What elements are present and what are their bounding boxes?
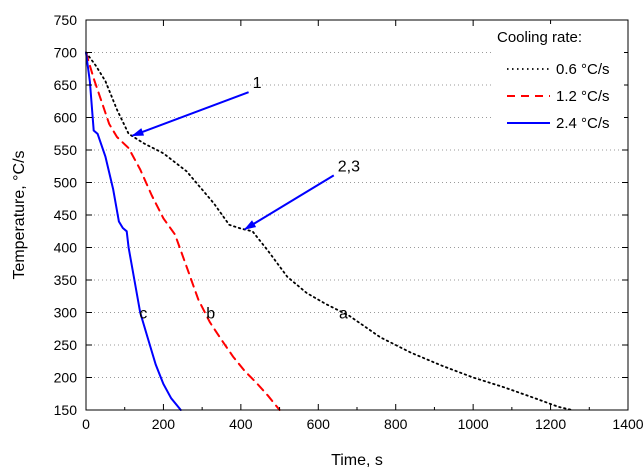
y-tick-label: 500 [54, 175, 78, 191]
y-tick-label: 250 [54, 337, 78, 353]
x-axis: 0 200 400 600 800 1000 1200 1400 [82, 20, 644, 432]
y-tick-label: 300 [54, 305, 78, 321]
x-tick-label: 0 [82, 416, 90, 432]
x-tick-label: 600 [307, 416, 331, 432]
legend-title: Cooling rate: [497, 29, 582, 46]
x-tick-label: 1200 [535, 416, 566, 432]
curve-label-b: b [206, 306, 215, 323]
x-axis-title: Time, s [331, 452, 383, 469]
x-tick-label: 1000 [458, 416, 489, 432]
y-tick-label: 600 [54, 110, 78, 126]
annotations: 12,3 [131, 75, 360, 231]
curve-label-c: c [139, 306, 147, 323]
y-tick-label: 400 [54, 240, 78, 256]
annotation-label: 2,3 [338, 158, 360, 175]
y-tick-label: 350 [54, 272, 78, 288]
legend: Cooling rate: 0.6 °C/s 1.2 °C/s 2.4 °C/s [492, 24, 624, 134]
series-line-b [85, 51, 281, 411]
legend-entry-label: 1.2 °C/s [556, 88, 610, 105]
y-tick-label: 200 [54, 370, 78, 386]
y-tick-label: 550 [54, 142, 78, 158]
annotation-label: 1 [253, 75, 262, 92]
y-tick-label: 700 [54, 45, 78, 61]
series-line-a [85, 51, 573, 411]
legend-entry-label: 0.6 °C/s [556, 61, 610, 78]
annotation-arrow [243, 174, 335, 231]
legend-entry-label: 2.4 °C/s [556, 115, 610, 132]
curve-label-a: a [339, 306, 348, 323]
y-axis: 150 200 250 300 350 400 450 500 550 600 650 700 750 [54, 12, 628, 418]
series-layer: a b c [85, 51, 573, 411]
x-tick-label: 1400 [612, 416, 643, 432]
legend-background [492, 24, 624, 134]
x-tick-label: 800 [384, 416, 408, 432]
y-tick-label: 450 [54, 207, 78, 223]
y-tick-label: 650 [54, 77, 78, 93]
x-tick-label: 200 [152, 416, 176, 432]
annotation-arrow [131, 91, 249, 137]
y-tick-label: 150 [54, 402, 78, 418]
y-axis-title: Temperature, °C/s [11, 150, 28, 279]
series-line-c [85, 51, 182, 411]
y-tick-label: 750 [54, 12, 78, 28]
x-tick-label: 400 [229, 416, 253, 432]
